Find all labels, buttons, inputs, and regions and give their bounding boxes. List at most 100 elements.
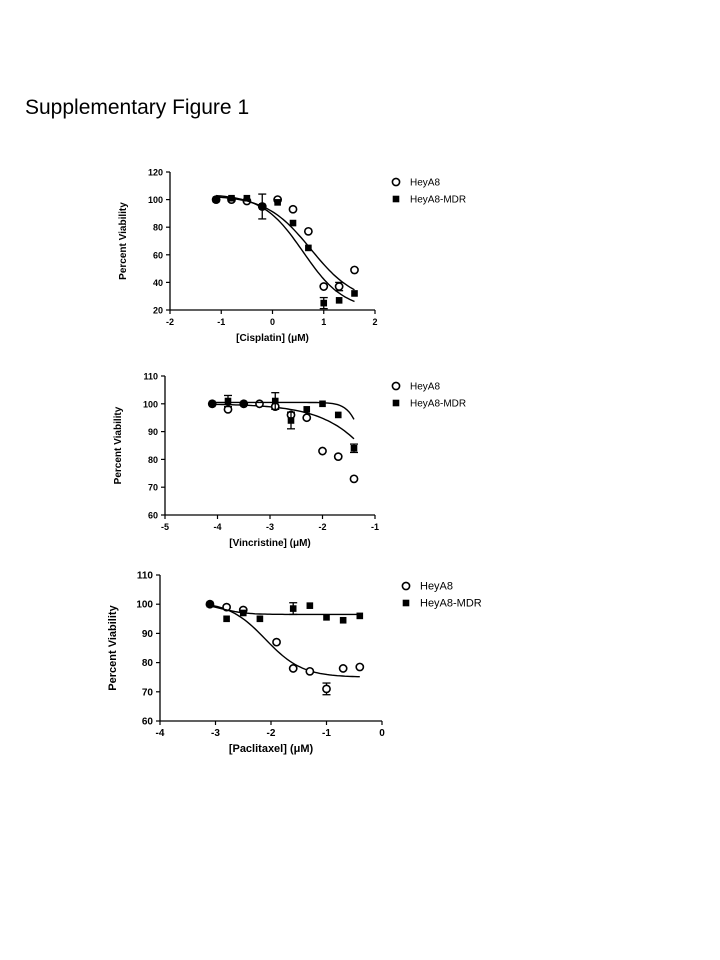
- data-point-heya8-mdr: [334, 411, 342, 419]
- vincristine-chart: -5 -4 -3 -2 -1 60 70 80 90 100 110 [Vincristine] (μ…: [113, 372, 466, 550]
- data-point-heya8-mdr: [306, 602, 314, 609]
- fit-curve: [209, 605, 360, 616]
- data-point-heya8: [305, 666, 315, 676]
- x-tick-label: 0: [270, 317, 275, 327]
- data-point-heya8: [355, 662, 365, 672]
- y-tick-label: 70: [142, 687, 154, 698]
- paclitaxel-chart: -4 -3 -2 -1 0 60 70 80 90 100 110 [Paclitaxel] (μM)…: [107, 571, 482, 756]
- data-point-heya8-mdr: [289, 219, 297, 227]
- data-point-heya8-mdr: [287, 417, 295, 424]
- data-point-heya8-mdr: [289, 605, 297, 612]
- legend-marker-heya8: [391, 381, 401, 391]
- fit-curve: [212, 401, 355, 420]
- legend-label: HeyA8: [410, 178, 440, 189]
- legend-label: HeyA8-MDR: [410, 399, 466, 410]
- legend-marker-heya8-mdr: [392, 195, 400, 203]
- y-tick-label: 80: [153, 223, 163, 233]
- x-tick-label: 2: [372, 317, 377, 327]
- data-point-heya8-mdr: [350, 444, 358, 452]
- y-tick-label: 60: [148, 511, 158, 521]
- data-point-heya8: [350, 265, 359, 275]
- y-tick-label: 110: [137, 571, 154, 582]
- y-tick-label: 70: [148, 483, 158, 493]
- y-axis-title: Percent Viability: [118, 202, 129, 280]
- x-tick-label: -1: [322, 728, 331, 739]
- x-tick-label: -5: [161, 522, 169, 532]
- x-axis-title: [Paclitaxel] (μM): [229, 743, 314, 755]
- data-point-heya8-mdr: [243, 194, 251, 202]
- y-tick-label: 20: [153, 306, 163, 316]
- y-tick-label: 110: [143, 372, 158, 382]
- data-point-heya8-mdr: [323, 614, 330, 621]
- data-point-heya8: [334, 282, 344, 291]
- y-tick-label: 90: [142, 629, 154, 640]
- x-tick-label: -3: [211, 728, 220, 739]
- data-point-heya8-mdr: [208, 400, 216, 408]
- y-tick-label: 80: [148, 455, 158, 465]
- data-point-heya8-mdr: [223, 615, 230, 623]
- data-point-heya8: [272, 637, 281, 647]
- data-point-heya8-mdr: [356, 612, 364, 620]
- legend-label: HeyA8-MDR: [410, 195, 466, 206]
- data-point-heya8-mdr: [206, 600, 214, 608]
- data-point-heya8-mdr: [305, 244, 312, 252]
- data-point-heya8: [288, 204, 298, 214]
- data-point-heya8: [319, 282, 329, 291]
- data-point-heya8-mdr: [212, 196, 220, 203]
- data-point-heya8: [349, 474, 359, 484]
- x-tick-label: 0: [379, 728, 385, 739]
- y-tick-label: 120: [148, 168, 163, 178]
- data-point-heya8: [318, 446, 327, 456]
- x-axis-title: [Cisplatin] (μM): [236, 333, 309, 344]
- y-tick-label: 40: [153, 278, 163, 288]
- data-point-heya8-mdr: [274, 199, 281, 206]
- data-point-heya8-mdr: [335, 297, 343, 304]
- data-point-heya8: [333, 452, 343, 462]
- x-tick-label: -4: [156, 728, 165, 739]
- y-axis-title: Percent Viability: [107, 604, 119, 690]
- data-point-heya8-mdr: [258, 203, 266, 210]
- data-point-heya8-mdr: [239, 609, 247, 617]
- data-point-heya8: [288, 664, 298, 673]
- legend-label: HeyA8: [420, 581, 453, 593]
- data-point-heya8-mdr: [351, 290, 358, 297]
- y-tick-label: 100: [143, 399, 158, 409]
- x-tick-label: -1: [371, 522, 379, 532]
- y-tick-label: 100: [136, 600, 153, 611]
- y-tick-label: 60: [142, 717, 154, 728]
- fit-curve: [212, 403, 355, 440]
- y-tick-label: 90: [148, 427, 158, 437]
- data-point-heya8: [302, 413, 312, 423]
- data-point-heya8-mdr: [271, 397, 279, 405]
- x-axis-title: [Vincristine] (μM): [229, 538, 311, 549]
- data-point-heya8-mdr: [319, 400, 326, 408]
- data-point-heya8-mdr: [256, 615, 264, 623]
- data-point-heya8-mdr: [228, 194, 235, 202]
- x-tick-label: -3: [266, 522, 274, 532]
- y-tick-label: 100: [148, 195, 163, 205]
- x-tick-label: 1: [321, 317, 326, 327]
- x-tick-label: -2: [267, 728, 276, 739]
- data-point-heya8: [338, 664, 348, 673]
- y-tick-label: 80: [142, 658, 154, 669]
- legend-marker-heya8: [401, 581, 411, 591]
- data-point-heya8: [303, 226, 313, 236]
- x-tick-label: -2: [166, 317, 174, 327]
- fit-curve: [209, 604, 360, 678]
- data-point-heya8: [322, 684, 331, 694]
- x-tick-label: -1: [217, 317, 225, 327]
- legend-marker-heya8-mdr: [392, 399, 400, 407]
- data-point-heya8-mdr: [240, 400, 248, 408]
- data-point-heya8-mdr: [224, 397, 232, 405]
- data-point-heya8-mdr: [303, 406, 311, 413]
- cisplatin-chart: -2 -1 0 1 2 20 40 60 80 100 120 [Cisplatin] (μM) Per…: [118, 168, 466, 345]
- fit-curve: [216, 196, 355, 291]
- fit-curve: [216, 194, 355, 303]
- legend-marker-heya8-mdr: [402, 599, 410, 607]
- x-tick-label: -4: [213, 522, 221, 532]
- page-title: Supplementary Figure 1: [25, 96, 250, 119]
- data-point-heya8-mdr: [339, 616, 347, 624]
- y-tick-label: 60: [153, 250, 163, 260]
- legend-label: HeyA8: [410, 382, 440, 393]
- data-point-heya8: [255, 399, 264, 409]
